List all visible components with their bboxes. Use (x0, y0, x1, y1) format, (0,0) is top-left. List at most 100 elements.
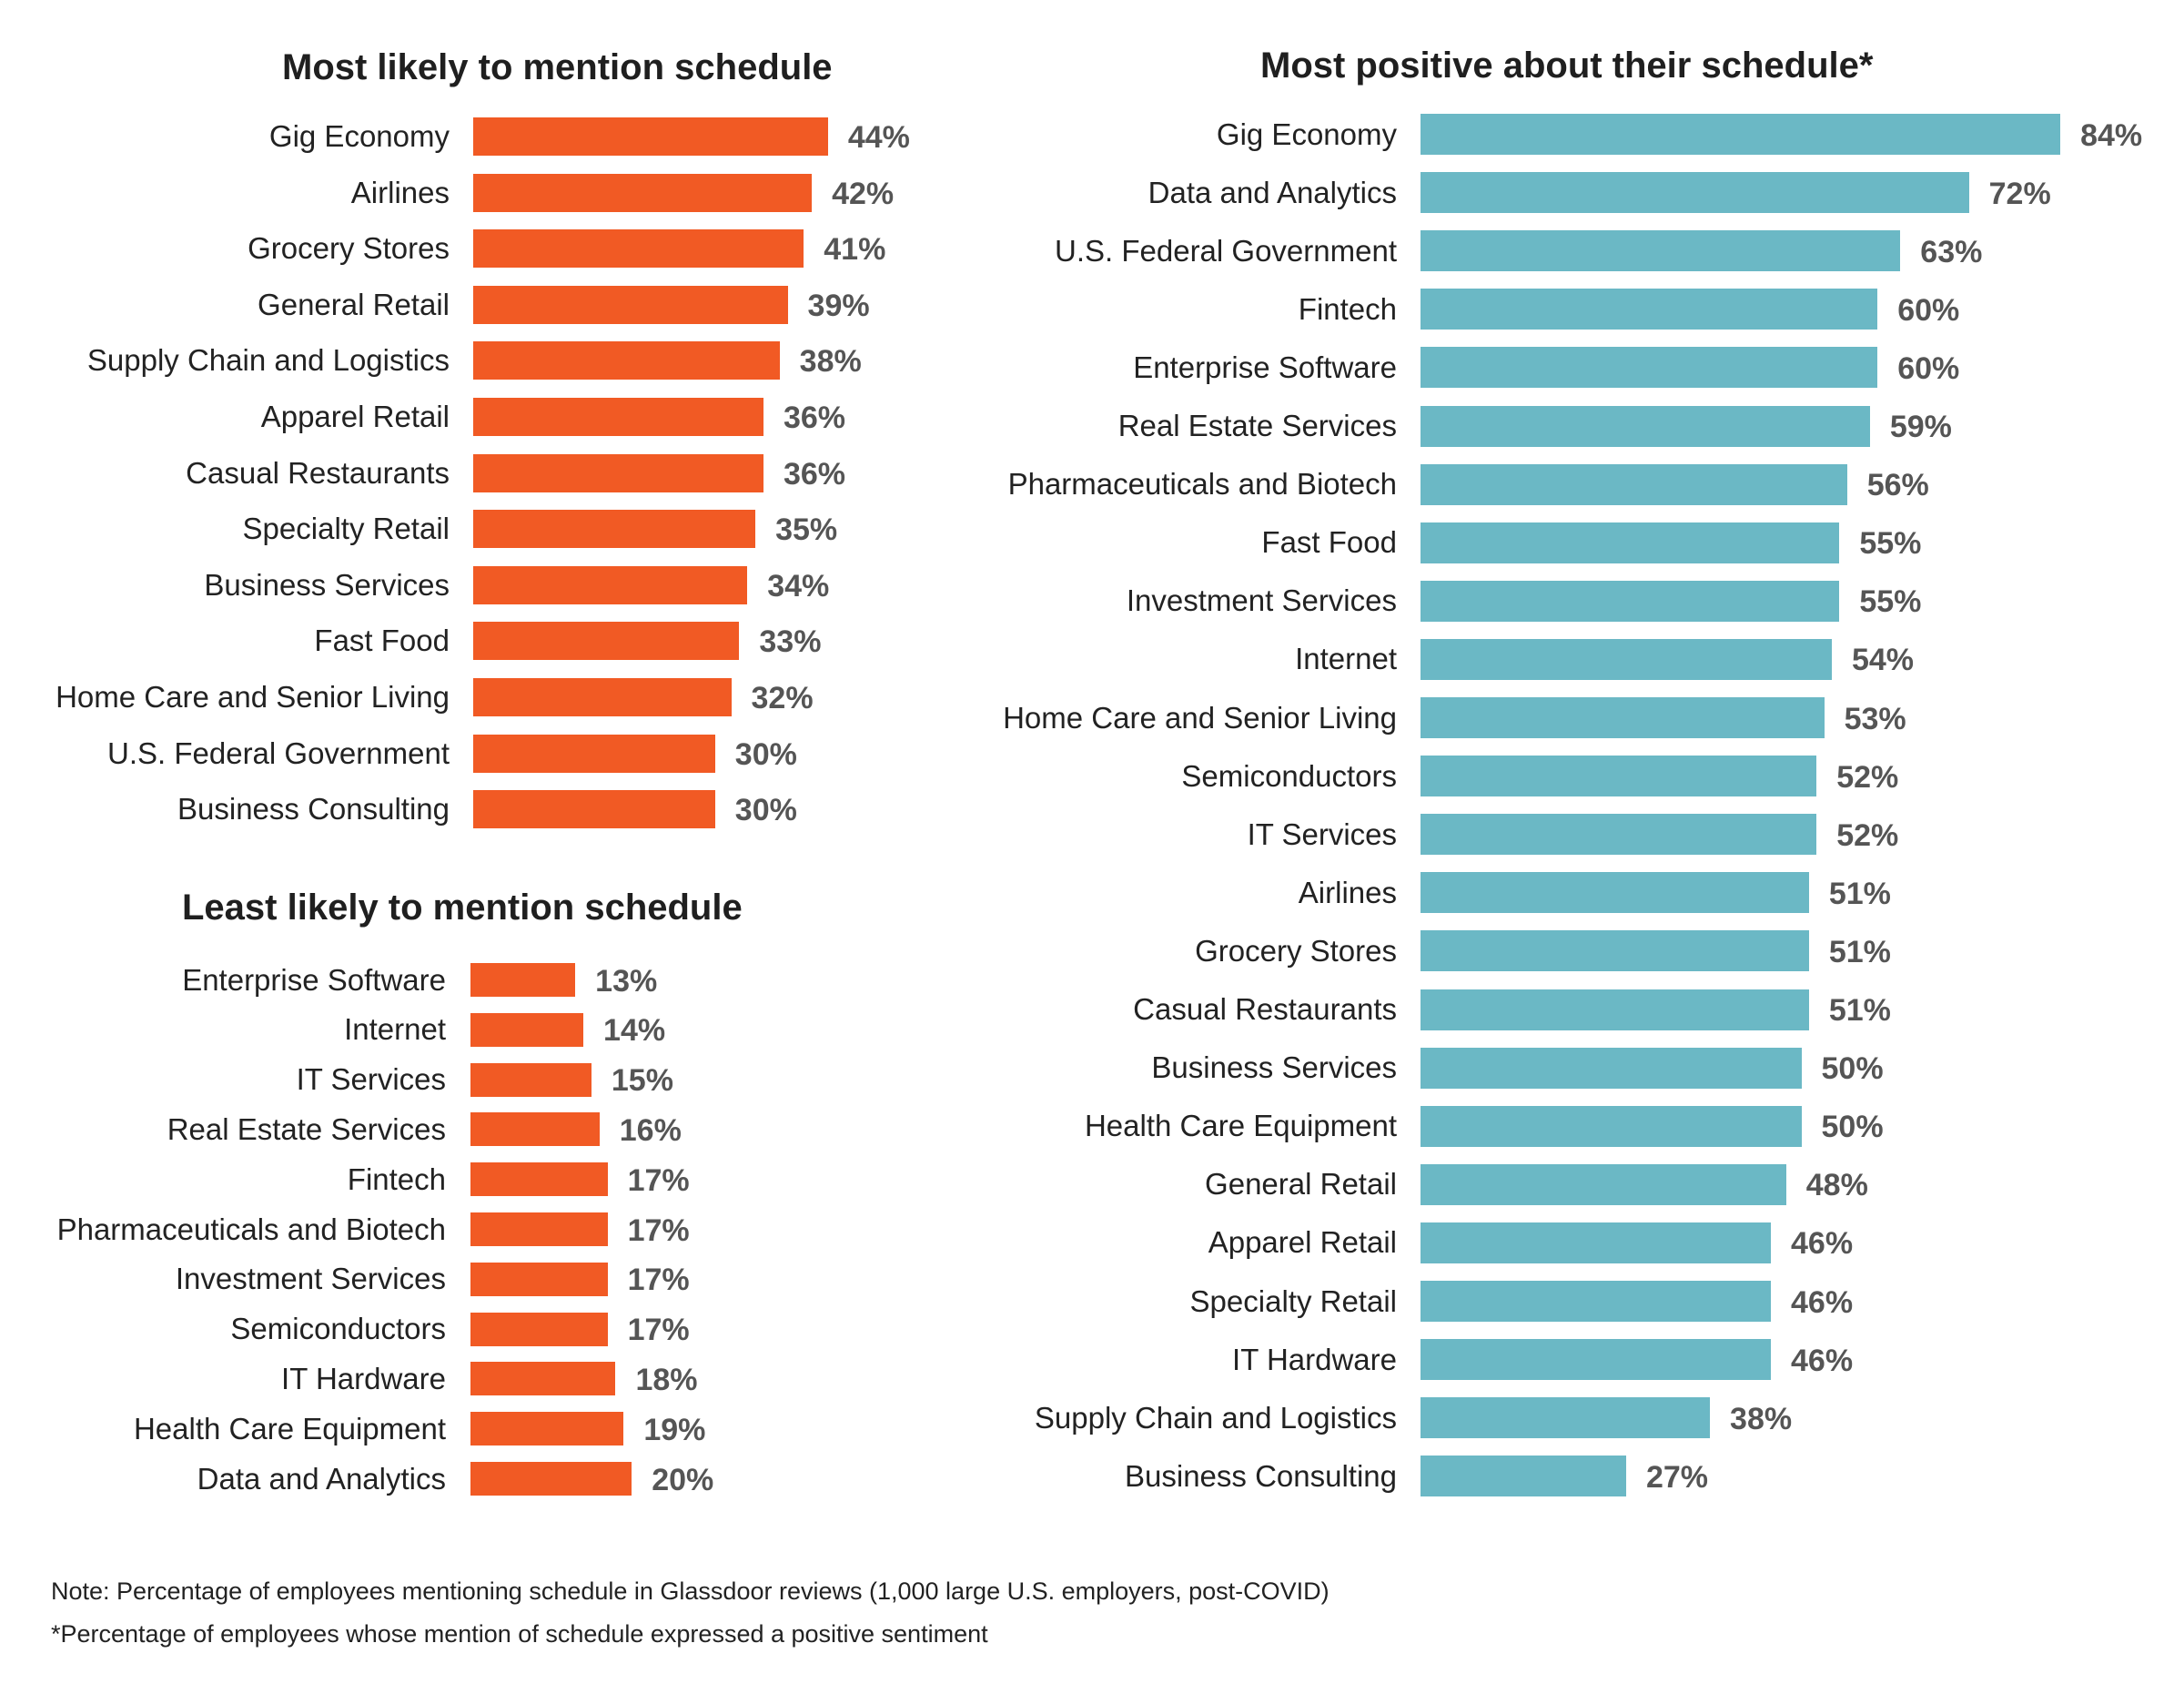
category-label: Home Care and Senior Living (56, 680, 450, 714)
bar (1421, 756, 1817, 797)
value-label: 50% (1821, 1110, 1884, 1145)
bar (473, 790, 715, 829)
footnote-line-1: Note: Percentage of employees mentioning… (51, 1577, 1330, 1605)
value-label: 51% (1828, 876, 1891, 911)
value-label: 19% (643, 1412, 706, 1447)
category-label: Real Estate Services (1117, 409, 1397, 442)
value-label: 52% (1836, 817, 1899, 853)
bar (1421, 230, 1901, 272)
category-label: Business Consulting (1125, 1458, 1397, 1493)
category-label: Casual Restaurants (186, 455, 450, 490)
bar (1421, 697, 1825, 738)
category-label: IT Services (296, 1062, 446, 1097)
category-label: Apparel Retail (260, 400, 450, 433)
bar (1421, 347, 1878, 389)
value-label: 18% (635, 1362, 698, 1397)
category-label: Investment Services (1126, 583, 1397, 618)
value-label: 38% (799, 344, 862, 380)
value-label: 39% (807, 288, 870, 323)
category-label: Fintech (347, 1161, 446, 1196)
value-label: 44% (847, 120, 910, 155)
value-label: 46% (1791, 1284, 1854, 1320)
bar (1421, 872, 1809, 914)
value-label: 17% (627, 1263, 690, 1298)
category-label: Grocery Stores (248, 231, 450, 266)
value-label: 84% (2080, 117, 2143, 153)
category-label: Health Care Equipment (133, 1411, 446, 1445)
category-label: General Retail (1205, 1167, 1397, 1202)
bar (1421, 638, 1832, 680)
value-label: 48% (1805, 1168, 1868, 1203)
bar (473, 117, 828, 156)
category-label: Health Care Equipment (1084, 1109, 1397, 1143)
category-label: Home Care and Senior Living (1003, 700, 1397, 735)
value-label: 17% (627, 1313, 690, 1348)
category-label: Fintech (1298, 291, 1397, 326)
bar (1421, 1105, 1802, 1147)
value-label: 27% (1645, 1459, 1709, 1495)
value-label: 72% (1988, 176, 2051, 211)
category-label: Business Services (204, 567, 450, 602)
bar (473, 453, 763, 492)
bar (473, 398, 763, 436)
bar (473, 341, 780, 380)
category-label: Internet (344, 1012, 446, 1047)
value-label: 16% (619, 1112, 682, 1148)
bar (1421, 172, 1969, 214)
category-label: IT Services (1247, 817, 1397, 851)
value-label: 38% (1730, 1401, 1793, 1436)
category-label: Grocery Stores (1195, 933, 1397, 968)
category-label: Gig Economy (1216, 117, 1397, 151)
category-label: Airlines (350, 175, 450, 209)
category-label: U.S. Federal Government (107, 735, 450, 770)
bar (1421, 1339, 1772, 1381)
bar (473, 229, 804, 269)
value-label: 63% (1920, 234, 1983, 269)
category-label: Pharmaceuticals and Biotech (1007, 467, 1397, 502)
value-label: 42% (832, 176, 895, 211)
bar (1421, 1047, 1802, 1089)
value-label: 30% (734, 793, 797, 828)
bar (1421, 463, 1847, 505)
bar (470, 1162, 608, 1197)
category-label: Airlines (1298, 875, 1397, 909)
bar (470, 1212, 608, 1246)
category-label: IT Hardware (1232, 1342, 1397, 1376)
bar (1421, 522, 1840, 563)
value-label: 14% (603, 1013, 666, 1049)
bar (1421, 580, 1840, 622)
value-label: 41% (824, 232, 886, 268)
bar (1421, 1163, 1786, 1205)
category-label: Specialty Retail (242, 512, 450, 546)
value-label: 60% (1897, 292, 1960, 328)
category-label: Data and Analytics (197, 1461, 446, 1496)
category-label: Supply Chain and Logistics (86, 343, 450, 378)
value-label: 33% (759, 624, 822, 660)
category-label: Enterprise Software (182, 962, 446, 997)
bar (1421, 1397, 1711, 1439)
bar (473, 734, 715, 773)
bar (1421, 814, 1817, 856)
category-label: Supply Chain and Logistics (1034, 1400, 1397, 1435)
bar (473, 510, 756, 549)
bar (470, 1012, 584, 1047)
chart-title-least-likely: Least likely to mention schedule (182, 888, 743, 928)
category-label: General Retail (258, 287, 450, 321)
value-label: 17% (627, 1212, 690, 1248)
bar (1421, 930, 1809, 972)
bar (473, 622, 740, 661)
category-label: Fast Food (314, 624, 450, 658)
category-label: Semiconductors (1181, 758, 1397, 793)
category-label: Investment Services (175, 1262, 446, 1296)
value-label: 55% (1859, 584, 1922, 620)
value-label: 35% (775, 512, 838, 548)
value-label: 17% (627, 1162, 690, 1198)
value-label: 46% (1791, 1226, 1854, 1262)
category-label: Pharmaceuticals and Biotech (56, 1212, 446, 1246)
value-label: 13% (595, 963, 658, 999)
chart-title-most-likely: Most likely to mention schedule (282, 47, 833, 87)
value-label: 60% (1897, 350, 1960, 386)
value-label: 54% (1851, 643, 1915, 678)
category-label: Business Services (1151, 1050, 1397, 1085)
